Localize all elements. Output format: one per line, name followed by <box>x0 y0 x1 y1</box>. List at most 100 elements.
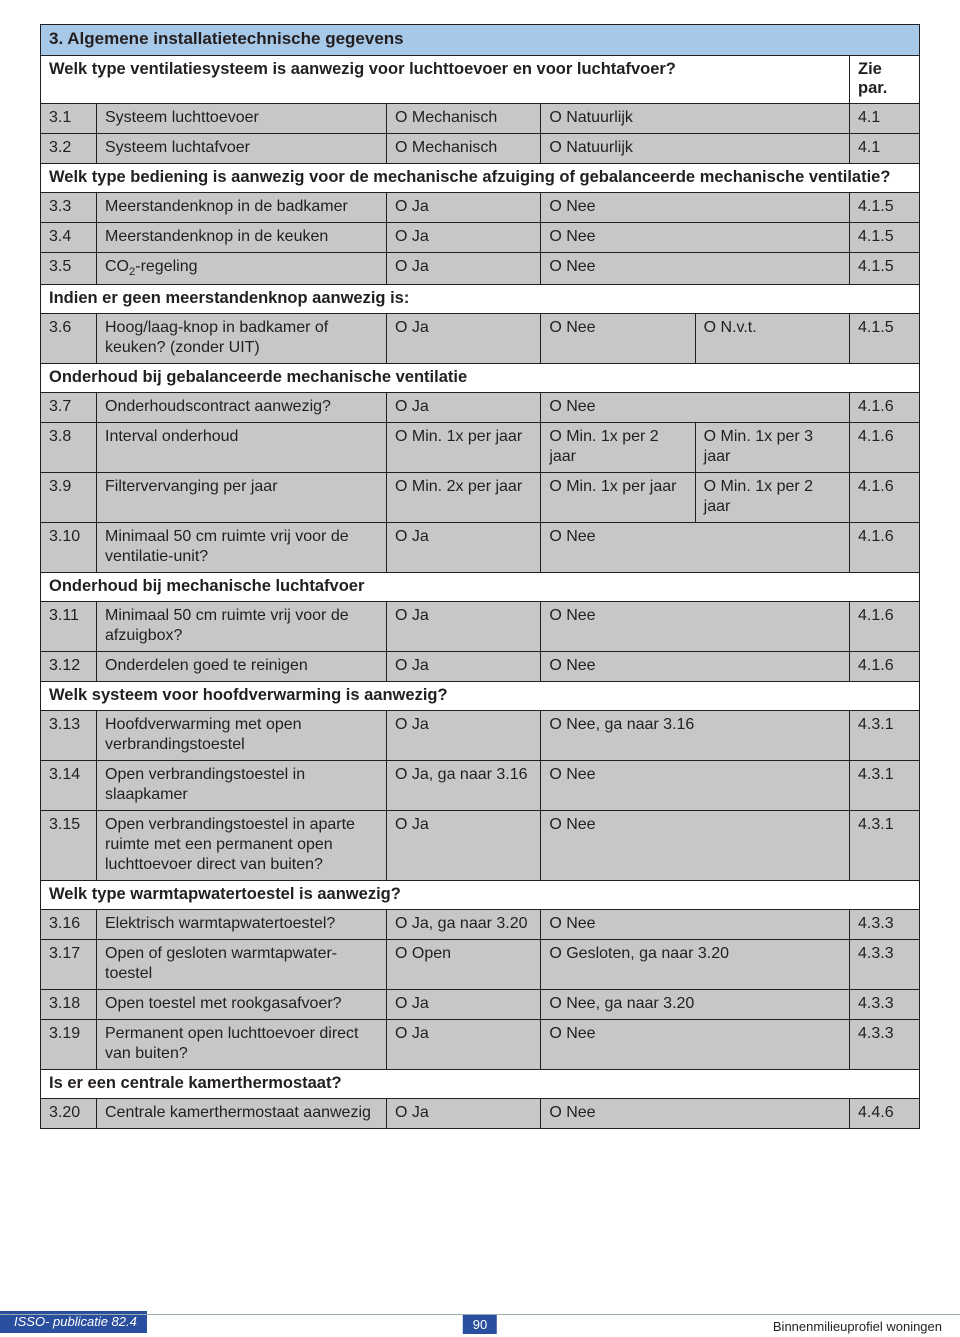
row-opt2[interactable]: O Nee <box>541 602 850 652</box>
table-row: 3.16 Elektrisch warmtapwatertoestel? O J… <box>41 910 920 940</box>
row-opt1[interactable]: O Ja <box>387 193 541 223</box>
row-opt1[interactable]: O Mechanisch <box>387 134 541 164</box>
row-opt2[interactable]: O Nee <box>541 1099 850 1129</box>
row-opt2[interactable]: O Nee, ga naar 3.20 <box>541 990 850 1020</box>
row-ref: 4.1.5 <box>850 253 920 285</box>
row-number: 3.16 <box>41 910 97 940</box>
row-number: 3.3 <box>41 193 97 223</box>
row-opt1[interactable]: O Ja <box>387 711 541 761</box>
row-opt2[interactable]: O Nee, ga naar 3.16 <box>541 711 850 761</box>
row-opt2[interactable]: O Nee <box>541 193 850 223</box>
row-opt1[interactable]: O Min. 2x per jaar <box>387 473 541 523</box>
row-opt2[interactable]: O Min. 1x per jaar <box>541 473 695 523</box>
question-row: Welk type ventilatiesysteem is aanwezig … <box>41 56 920 104</box>
row-opt3[interactable]: O N.v.t. <box>695 314 849 364</box>
row-opt1[interactable]: O Ja <box>387 523 541 573</box>
row-ref: 4.3.3 <box>850 990 920 1020</box>
row-desc: Hoog/laag-knop in badkamer of keuken? (z… <box>97 314 387 364</box>
row-number: 3.5 <box>41 253 97 285</box>
row-opt1[interactable]: O Ja <box>387 253 541 285</box>
row-desc: Meerstandenknop in de badkamer <box>97 193 387 223</box>
row-opt1[interactable]: O Ja <box>387 652 541 682</box>
row-opt2[interactable]: O Min. 1x per 2 jaar <box>541 423 695 473</box>
row-opt1[interactable]: O Ja <box>387 1020 541 1070</box>
row-opt2[interactable]: O Nee <box>541 1020 850 1070</box>
row-opt3[interactable]: O Min. 1x per 3 jaar <box>695 423 849 473</box>
row-opt1[interactable]: O Ja, ga naar 3.20 <box>387 910 541 940</box>
footer-right: Binnenmilieuprofiel woningen <box>773 1319 942 1334</box>
row-ref: 4.1.6 <box>850 393 920 423</box>
row-ref: 4.4.6 <box>850 1099 920 1129</box>
row-number: 3.7 <box>41 393 97 423</box>
question-row: Onderhoud bij mechanische luchtafvoer <box>41 573 920 602</box>
question-text: Indien er geen meerstandenknop aanwezig … <box>41 285 920 314</box>
row-opt1[interactable]: O Ja <box>387 990 541 1020</box>
question-text: Welk type bediening is aanwezig voor de … <box>41 164 920 193</box>
row-number: 3.11 <box>41 602 97 652</box>
row-desc: Interval onderhoud <box>97 423 387 473</box>
row-opt2[interactable]: O Gesloten, ga naar 3.20 <box>541 940 850 990</box>
row-opt1[interactable]: O Ja <box>387 393 541 423</box>
table-row: 3.4 Meerstandenknop in de keuken O Ja O … <box>41 223 920 253</box>
row-desc: CO2-regeling <box>97 253 387 285</box>
section-title-row: 3. Algemene installatietechnische gegeve… <box>41 25 920 56</box>
row-opt1[interactable]: O Mechanisch <box>387 104 541 134</box>
row-number: 3.12 <box>41 652 97 682</box>
row-number: 3.2 <box>41 134 97 164</box>
table-row: 3.6 Hoog/laag-knop in badkamer of keuken… <box>41 314 920 364</box>
row-opt2[interactable]: O Nee <box>541 761 850 811</box>
row-ref: 4.1.6 <box>850 423 920 473</box>
row-opt3[interactable]: O Min. 1x per 2 jaar <box>695 473 849 523</box>
question-row: Welk systeem voor hoofdverwarming is aan… <box>41 682 920 711</box>
row-ref: 4.1 <box>850 134 920 164</box>
row-desc: Onderdelen goed te reinigen <box>97 652 387 682</box>
row-opt1[interactable]: O Min. 1x per jaar <box>387 423 541 473</box>
row-opt1[interactable]: O Ja <box>387 811 541 881</box>
row-ref: 4.1.5 <box>850 314 920 364</box>
row-opt2[interactable]: O Nee <box>541 253 850 285</box>
table-row: 3.15 Open verbrandingstoestel in aparte … <box>41 811 920 881</box>
row-ref: 4.3.3 <box>850 910 920 940</box>
row-opt1[interactable]: O Ja <box>387 1099 541 1129</box>
row-number: 3.4 <box>41 223 97 253</box>
row-number: 3.13 <box>41 711 97 761</box>
question-text: Welk systeem voor hoofdverwarming is aan… <box>41 682 920 711</box>
table-row: 3.17 Open of gesloten warmtapwater-toest… <box>41 940 920 990</box>
row-opt1[interactable]: O Ja <box>387 602 541 652</box>
row-number: 3.1 <box>41 104 97 134</box>
row-ref: 4.1.6 <box>850 602 920 652</box>
row-opt1[interactable]: O Open <box>387 940 541 990</box>
row-opt2[interactable]: O Nee <box>541 223 850 253</box>
table-row: 3.3 Meerstandenknop in de badkamer O Ja … <box>41 193 920 223</box>
row-opt2[interactable]: O Nee <box>541 393 850 423</box>
row-opt2[interactable]: O Natuurlijk <box>541 134 850 164</box>
row-ref: 4.3.1 <box>850 761 920 811</box>
row-opt2[interactable]: O Nee <box>541 652 850 682</box>
row-ref: 4.1.6 <box>850 473 920 523</box>
footer-page-number: 90 <box>463 1315 497 1334</box>
row-opt1[interactable]: O Ja <box>387 223 541 253</box>
page: 3. Algemene installatietechnische gegeve… <box>0 0 960 1337</box>
row-number: 3.9 <box>41 473 97 523</box>
question-row: Onderhoud bij gebalanceerde mechanische … <box>41 364 920 393</box>
table-row: 3.8 Interval onderhoud O Min. 1x per jaa… <box>41 423 920 473</box>
row-ref: 4.3.3 <box>850 1020 920 1070</box>
row-opt2[interactable]: O Natuurlijk <box>541 104 850 134</box>
row-opt2[interactable]: O Nee <box>541 523 850 573</box>
row-opt2[interactable]: O Nee <box>541 811 850 881</box>
table-row: 3.14 Open verbrandingstoestel in slaapka… <box>41 761 920 811</box>
row-opt1[interactable]: O Ja <box>387 314 541 364</box>
row-opt2[interactable]: O Nee <box>541 314 695 364</box>
table-row: 3.10 Minimaal 50 cm ruimte vrij voor de … <box>41 523 920 573</box>
question-text: Onderhoud bij mechanische luchtafvoer <box>41 573 920 602</box>
row-opt1[interactable]: O Ja, ga naar 3.16 <box>387 761 541 811</box>
row-ref: 4.1 <box>850 104 920 134</box>
row-desc: Systeem luchtafvoer <box>97 134 387 164</box>
row-number: 3.15 <box>41 811 97 881</box>
question-row: Welk type warmtapwatertoestel is aanwezi… <box>41 881 920 910</box>
row-number: 3.19 <box>41 1020 97 1070</box>
row-opt2[interactable]: O Nee <box>541 910 850 940</box>
row-number: 3.8 <box>41 423 97 473</box>
row-desc: Open toestel met rookgasafvoer? <box>97 990 387 1020</box>
row-desc: Minimaal 50 cm ruimte vrij voor de afzui… <box>97 602 387 652</box>
